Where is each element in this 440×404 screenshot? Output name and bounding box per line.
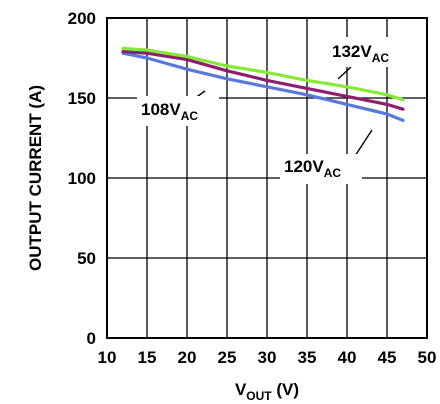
- x-tick-label: 25: [218, 348, 237, 367]
- y-tick-label: 100: [68, 169, 96, 188]
- label-box-108vac: [137, 96, 219, 126]
- leader-132vac: [337, 66, 352, 80]
- series-line-120vac: [121, 49, 405, 111]
- y-tick-label: 200: [68, 9, 96, 28]
- x-tick-label: 45: [378, 348, 397, 367]
- series-line-108vac: [121, 51, 405, 123]
- x-tick-label: 20: [178, 348, 197, 367]
- x-tick-label: 35: [298, 348, 317, 367]
- y-tick-label: 50: [77, 249, 96, 268]
- series-label-132vac: 132VAC: [332, 42, 389, 65]
- x-tick-label: 15: [138, 348, 157, 367]
- x-axis-title: VOUT (V): [235, 380, 299, 403]
- leader-120vac: [354, 129, 373, 157]
- series-group: [121, 46, 405, 123]
- x-tick-label: 40: [338, 348, 357, 367]
- label-box-132vac: [328, 37, 408, 67]
- y-axis-title: OUTPUT CURRENT (A): [26, 85, 45, 271]
- series-line-132vac: [121, 46, 405, 102]
- x-tick-label: 50: [418, 348, 437, 367]
- series-label-120vac: 120VAC: [284, 157, 341, 180]
- x-tick-label: 30: [258, 348, 277, 367]
- y-tick-label: 0: [87, 329, 96, 348]
- tick-labels: 10 15 20 25 30 35 40 45 50 0 50 100 150 200: [68, 9, 437, 367]
- y-tick-label: 150: [68, 89, 96, 108]
- series-label-108vac: 108VAC: [141, 100, 198, 123]
- plot-border: [106, 17, 428, 339]
- label-box-120vac: [280, 154, 362, 184]
- x-tick-label: 10: [98, 348, 117, 367]
